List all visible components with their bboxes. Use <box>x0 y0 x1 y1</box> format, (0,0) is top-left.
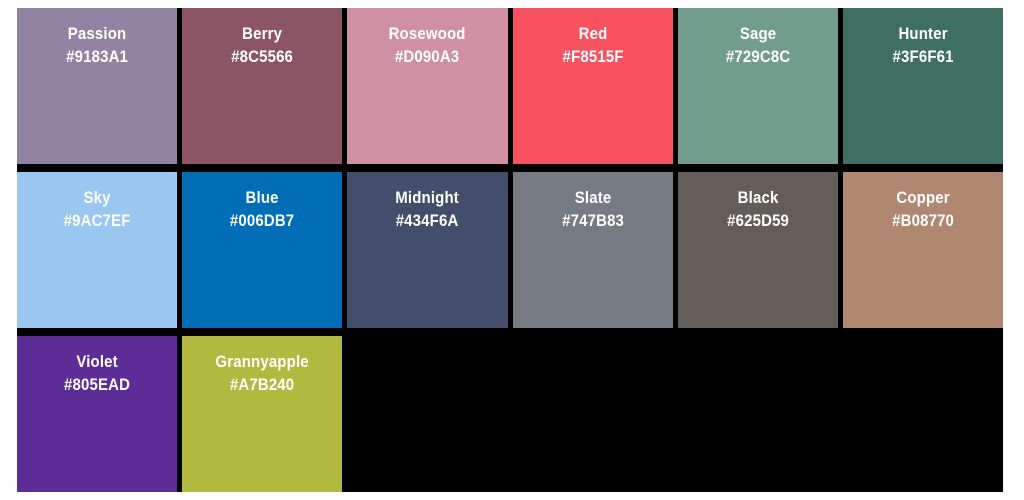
swatch-labels: Sage #729C8C <box>687 8 828 68</box>
swatch-hex-code: #3F6F61 <box>892 47 954 66</box>
swatch-name: Passion <box>67 24 127 43</box>
swatch-name: Copper <box>896 188 950 207</box>
swatch-hex-code: #434F6A <box>396 211 459 230</box>
swatch-name: Grannyapple <box>215 352 309 371</box>
color-swatch: Violet #805EAD <box>17 336 178 492</box>
swatch-name: Blue <box>245 188 279 207</box>
color-swatch: Sky #9AC7EF <box>17 172 178 328</box>
color-swatch: Midnight #434F6A <box>347 172 508 328</box>
swatch-hex-code: #006DB7 <box>230 211 295 230</box>
empty-cell <box>677 336 838 492</box>
color-palette-grid: Passion #9183A1 Berry #8C5566 Rosewood #… <box>17 8 1003 492</box>
swatch-name: Violet <box>76 352 118 371</box>
swatch-labels: Black #625D59 <box>687 172 828 232</box>
swatch-name: Slate <box>574 188 611 207</box>
swatch-labels: Hunter #3F6F61 <box>852 8 993 68</box>
color-swatch: Black #625D59 <box>677 172 838 328</box>
color-swatch: Sage #729C8C <box>677 8 838 164</box>
color-swatch: Rosewood #D090A3 <box>347 8 508 164</box>
swatch-hex-code: #729C8C <box>725 47 790 66</box>
swatch-labels: Sky #9AC7EF <box>27 172 168 232</box>
swatch-hex-code: #A7B240 <box>230 375 295 394</box>
color-swatch: Passion #9183A1 <box>17 8 178 164</box>
swatch-name: Berry <box>242 24 283 43</box>
swatch-labels: Copper #B08770 <box>852 172 993 232</box>
swatch-hex-code: #9183A1 <box>66 47 129 66</box>
swatch-hex-code: #625D59 <box>726 211 789 230</box>
swatch-hex-code: #B08770 <box>891 211 954 230</box>
color-swatch: Copper #B08770 <box>842 172 1003 328</box>
swatch-labels: Berry #8C5566 <box>192 8 333 68</box>
swatch-name: Midnight <box>395 188 460 207</box>
swatch-labels: Rosewood #D090A3 <box>357 8 498 68</box>
color-swatch: Blue #006DB7 <box>182 172 343 328</box>
swatch-hex-code: #D090A3 <box>395 47 460 66</box>
swatch-labels: Blue #006DB7 <box>192 172 333 232</box>
swatch-hex-code: #8C5566 <box>231 47 294 66</box>
empty-cell <box>842 336 1003 492</box>
swatch-name: Black <box>737 188 779 207</box>
swatch-name: Sage <box>739 24 776 43</box>
swatch-hex-code: #747B83 <box>561 211 624 230</box>
empty-cell <box>512 336 673 492</box>
swatch-hex-code: #805EAD <box>64 375 131 394</box>
swatch-hex-code: #9AC7EF <box>63 211 131 230</box>
swatch-labels: Red #F8515F <box>522 8 663 68</box>
swatch-name: Sky <box>83 188 111 207</box>
color-swatch: Red #F8515F <box>512 8 673 164</box>
swatch-name: Red <box>578 24 607 43</box>
color-swatch: Berry #8C5566 <box>182 8 343 164</box>
swatch-name: Rosewood <box>388 24 466 43</box>
color-swatch: Grannyapple #A7B240 <box>182 336 343 492</box>
color-swatch: Slate #747B83 <box>512 172 673 328</box>
color-swatch: Hunter #3F6F61 <box>842 8 1003 164</box>
swatch-labels: Violet #805EAD <box>27 336 168 396</box>
swatch-name: Hunter <box>898 24 948 43</box>
swatch-labels: Grannyapple #A7B240 <box>192 336 333 396</box>
swatch-labels: Slate #747B83 <box>522 172 663 232</box>
swatch-hex-code: #F8515F <box>562 47 624 66</box>
swatch-labels: Midnight #434F6A <box>357 172 498 232</box>
swatch-labels: Passion #9183A1 <box>27 8 168 68</box>
empty-cell <box>347 336 508 492</box>
